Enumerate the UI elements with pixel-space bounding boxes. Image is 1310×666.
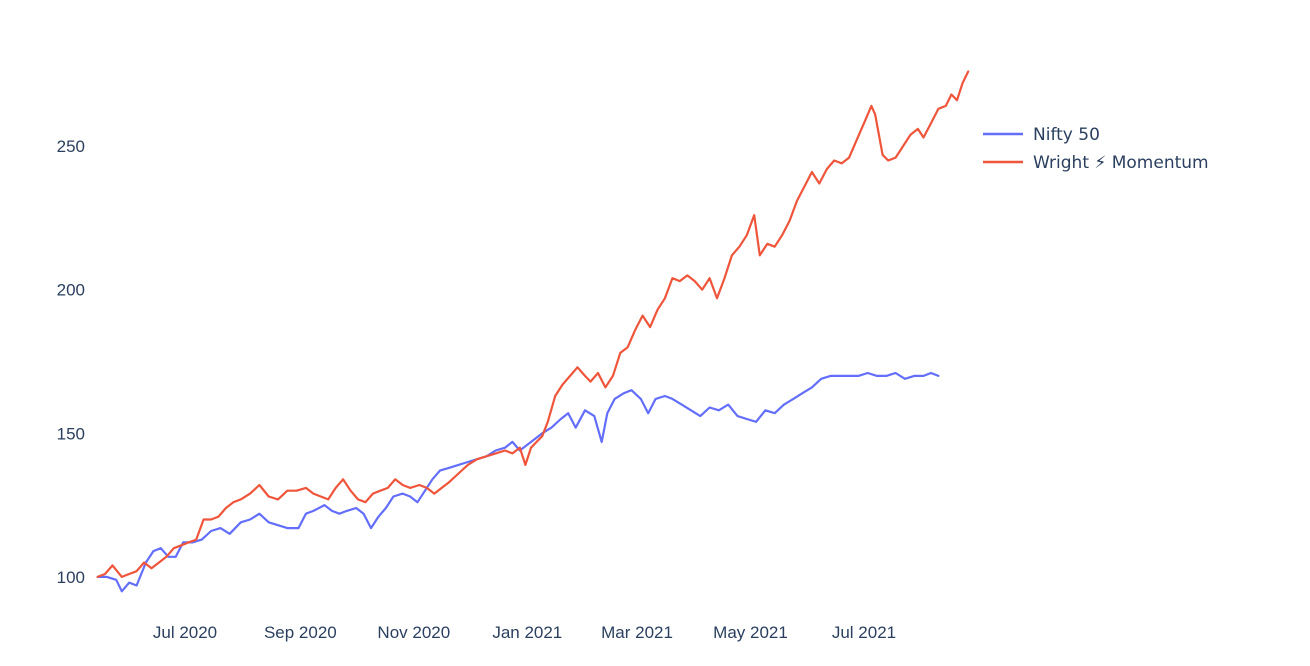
x-tick-label: Nov 2020 [377, 623, 450, 642]
series-line-nifty-50[interactable] [96, 371, 940, 593]
legend[interactable]: Nifty 50 Wright ⚡ Momentum [983, 125, 1209, 173]
legend-label: Nifty 50 [1033, 125, 1100, 145]
x-axis: Jul 2020 Sep 2020 Nov 2020 Jan 2021 Mar 2021… [153, 623, 896, 642]
legend-item[interactable]: Nifty 50 [983, 125, 1100, 145]
x-tick-label: Mar 2021 [601, 623, 673, 642]
x-tick-label: Sep 2020 [264, 623, 337, 642]
x-tick-label: Jan 2021 [492, 623, 562, 642]
y-tick-label: 100 [57, 568, 85, 587]
y-tick-label: 200 [57, 281, 85, 300]
y-tick-label: 250 [57, 137, 85, 156]
x-tick-label: Jul 2020 [153, 623, 217, 642]
x-tick-label: May 2021 [713, 623, 788, 642]
legend-label: Wright ⚡ Momentum [1033, 153, 1209, 173]
y-tick-label: 150 [57, 424, 85, 443]
y-axis: 100 150 200 250 [57, 137, 85, 587]
legend-item[interactable]: Wright ⚡ Momentum [983, 153, 1209, 173]
series-line-wright-momentum[interactable] [96, 70, 970, 578]
x-tick-label: Jul 2021 [832, 623, 896, 642]
plot-area [96, 70, 970, 593]
